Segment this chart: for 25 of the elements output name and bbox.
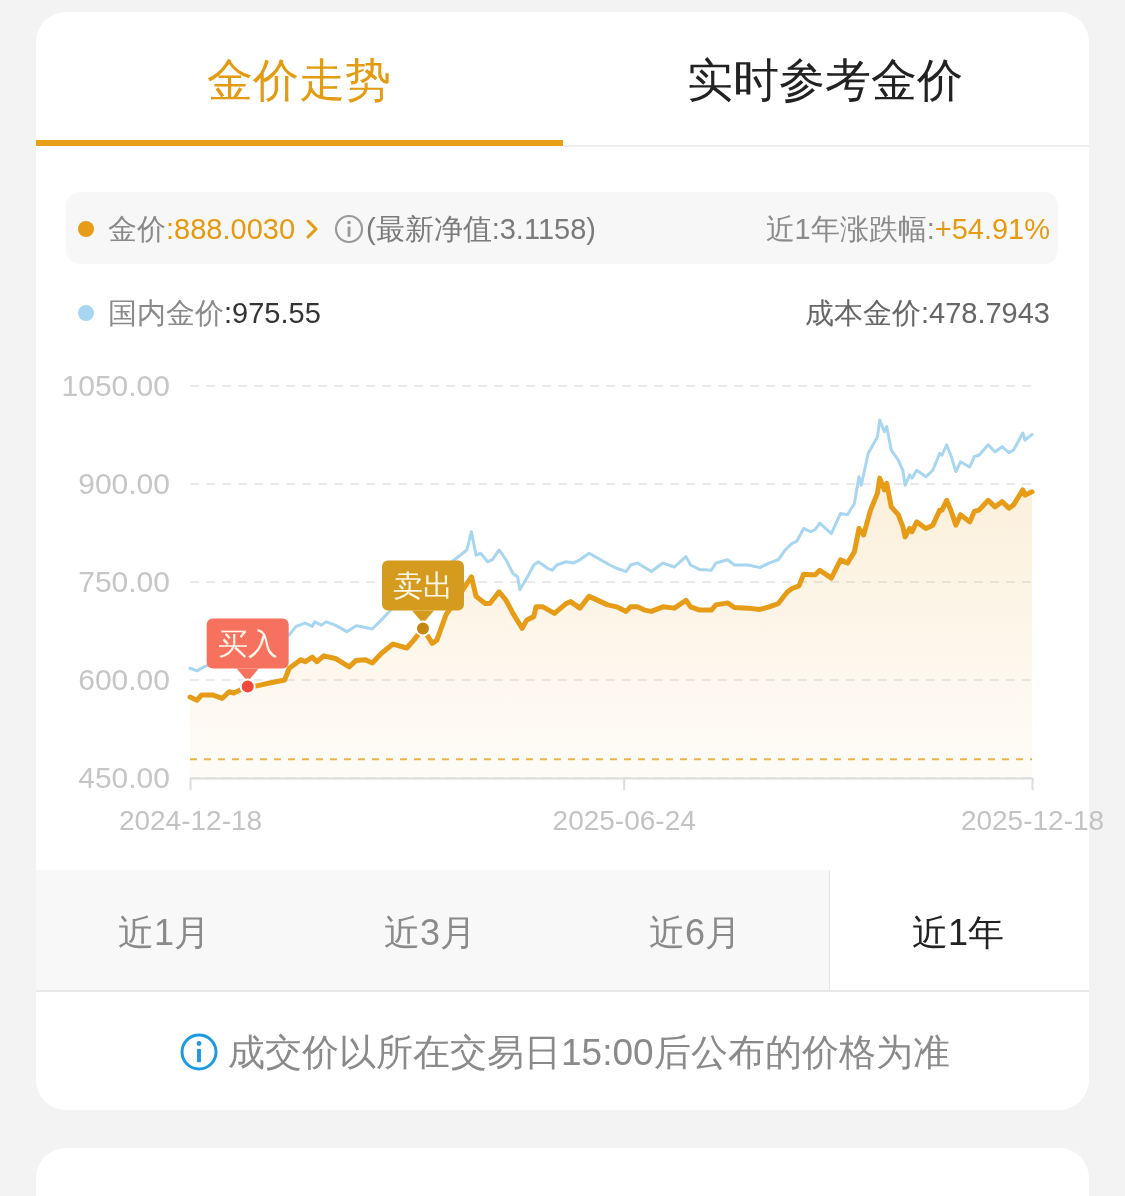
chart-title: 金价走势	[207, 54, 391, 106]
text: 成交价以所在交易日15:00后公布的价格为准	[228, 1031, 950, 1073]
legend-label: 国内金价	[108, 297, 224, 329]
text: 近1年	[911, 911, 1005, 953]
text: (最新净值:3.1158)	[366, 213, 596, 245]
legend-label: 金价	[108, 213, 166, 245]
text: +54.91%	[934, 213, 1050, 245]
y-tick-label: 1050.00	[61, 369, 170, 403]
text: 近1年涨跌幅:	[765, 213, 935, 245]
annotation: 买入	[217, 627, 278, 661]
x-tick-label: 2025-12-18	[960, 804, 1105, 836]
text: :975.55	[224, 297, 321, 329]
y-tick-label: 750.00	[78, 565, 170, 599]
text: :888.0030	[166, 213, 296, 245]
y-tick-label: 900.00	[78, 467, 170, 501]
text: 近3月	[383, 911, 477, 953]
x-tick-label: 2025-06-24	[552, 804, 696, 836]
y-tick-label: 450.00	[78, 761, 170, 795]
text: 实时参考金价	[687, 54, 963, 106]
y-tick-label: 600.00	[78, 663, 170, 697]
text: 成本金价:478.7943	[804, 297, 1050, 329]
annotation: 卖出	[392, 568, 453, 602]
text: 近1月	[117, 911, 211, 953]
x-tick-label: 2024-12-18	[118, 804, 263, 836]
text: 近6月	[648, 911, 742, 953]
